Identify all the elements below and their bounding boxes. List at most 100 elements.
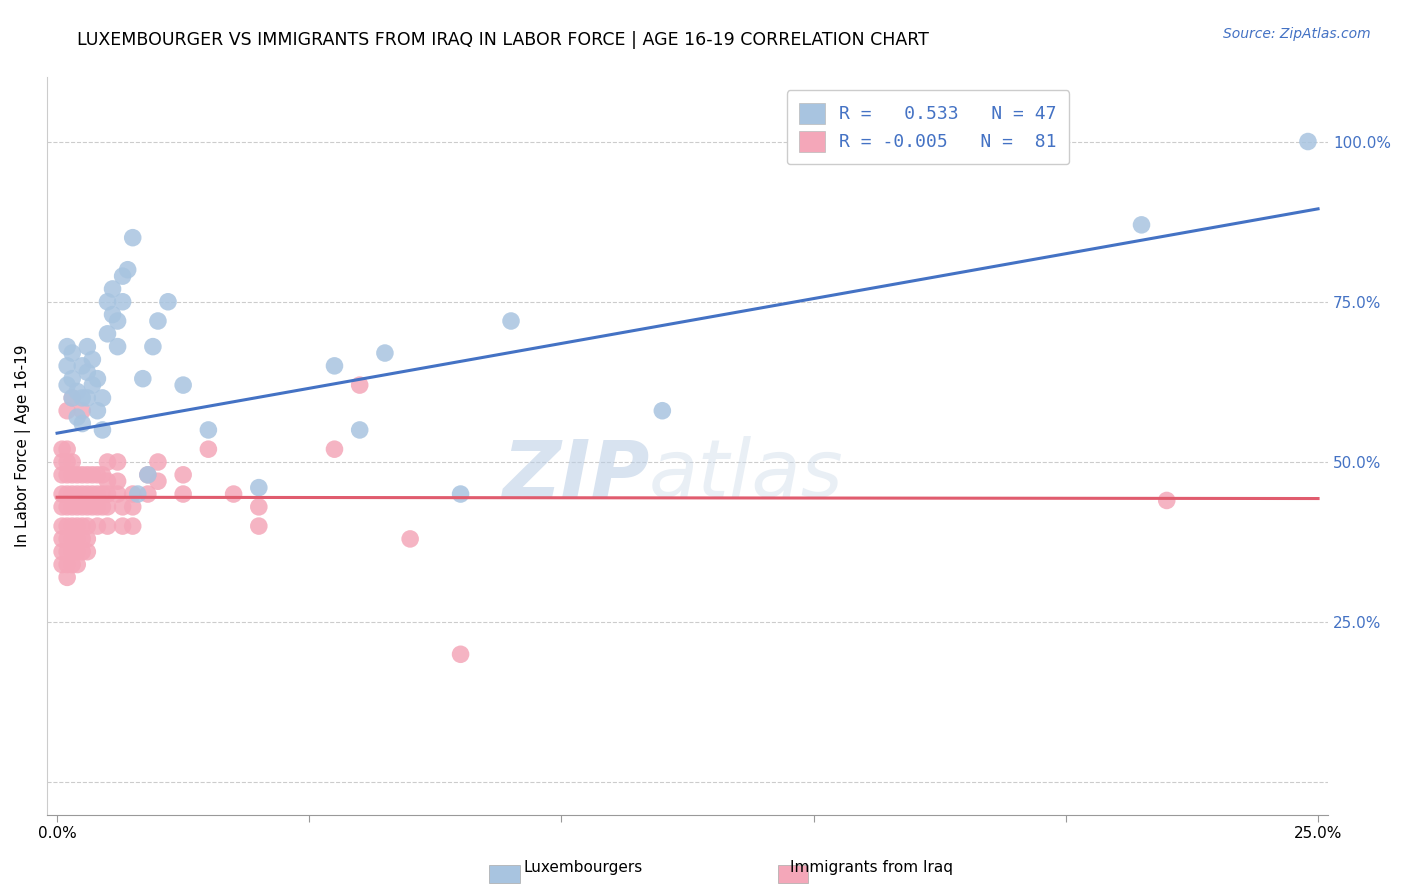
Point [450, 647, 472, 661]
Point [107, 487, 129, 501]
Point [56, 340, 79, 354]
Text: LUXEMBOURGER VS IMMIGRANTS FROM IRAQ IN LABOR FORCE | AGE 16-19 CORRELATION CHAR: LUXEMBOURGER VS IMMIGRANTS FROM IRAQ IN … [77, 31, 929, 49]
Point [96, 500, 118, 514]
Point [56, 545, 79, 559]
Point [66, 467, 89, 482]
Point [60, 545, 83, 559]
Point [56, 519, 79, 533]
Text: Source: ZipAtlas.com: Source: ZipAtlas.com [1223, 27, 1371, 41]
Point [82, 467, 104, 482]
Point [76, 545, 98, 559]
Point [247, 519, 270, 533]
Point [51, 532, 73, 546]
Point [399, 532, 422, 546]
Point [60, 346, 83, 360]
Point [56, 359, 79, 373]
Point [121, 500, 143, 514]
Point [51, 442, 73, 457]
Point [56, 442, 79, 457]
Point [247, 481, 270, 495]
Point [60, 558, 83, 572]
Point [66, 532, 89, 546]
Point [127, 487, 149, 501]
Point [72, 545, 94, 559]
Point [56, 467, 79, 482]
Text: ZIP: ZIP [502, 436, 650, 515]
Point [450, 487, 472, 501]
Point [51, 545, 73, 559]
Point [172, 467, 194, 482]
Point [76, 519, 98, 533]
Point [107, 340, 129, 354]
Point [76, 340, 98, 354]
Point [51, 467, 73, 482]
Point [247, 500, 270, 514]
Point [107, 314, 129, 328]
Point [72, 519, 94, 533]
Point [96, 474, 118, 488]
Point [111, 519, 134, 533]
Point [82, 500, 104, 514]
Point [66, 500, 89, 514]
Point [60, 467, 83, 482]
Point [56, 570, 79, 584]
Point [66, 558, 89, 572]
Text: Immigrants from Iraq: Immigrants from Iraq [790, 861, 953, 875]
Legend: R =   0.533   N = 47, R = -0.005   N =  81: R = 0.533 N = 47, R = -0.005 N = 81 [787, 90, 1070, 164]
Point [323, 359, 346, 373]
Point [121, 487, 143, 501]
Point [1130, 218, 1153, 232]
Point [72, 391, 94, 405]
Point [499, 314, 522, 328]
Text: Luxembourgers: Luxembourgers [524, 861, 643, 875]
Point [76, 391, 98, 405]
Point [82, 487, 104, 501]
Point [111, 269, 134, 284]
Point [56, 532, 79, 546]
Point [91, 487, 114, 501]
Point [101, 308, 124, 322]
Point [222, 487, 245, 501]
Point [1296, 135, 1319, 149]
Point [651, 403, 673, 417]
Point [197, 423, 219, 437]
Point [136, 467, 159, 482]
Point [96, 487, 118, 501]
Point [60, 487, 83, 501]
Point [56, 500, 79, 514]
Point [117, 262, 139, 277]
Point [101, 282, 124, 296]
Point [146, 474, 169, 488]
Point [349, 378, 371, 392]
Point [136, 487, 159, 501]
Point [91, 500, 114, 514]
Point [72, 403, 94, 417]
Point [132, 372, 155, 386]
Point [72, 359, 94, 373]
Point [374, 346, 396, 360]
Point [86, 500, 108, 514]
Point [56, 455, 79, 469]
Point [146, 314, 169, 328]
Point [72, 487, 94, 501]
Point [1156, 493, 1178, 508]
Point [96, 326, 118, 341]
Point [86, 403, 108, 417]
Point [51, 487, 73, 501]
Point [86, 519, 108, 533]
Point [323, 442, 346, 457]
Point [146, 455, 169, 469]
Point [136, 467, 159, 482]
Point [66, 519, 89, 533]
Point [82, 378, 104, 392]
Point [66, 410, 89, 425]
Point [86, 467, 108, 482]
Point [51, 455, 73, 469]
Point [96, 294, 118, 309]
Point [56, 403, 79, 417]
Point [56, 487, 79, 501]
Point [56, 378, 79, 392]
Point [121, 519, 143, 533]
Point [82, 352, 104, 367]
Point [349, 423, 371, 437]
